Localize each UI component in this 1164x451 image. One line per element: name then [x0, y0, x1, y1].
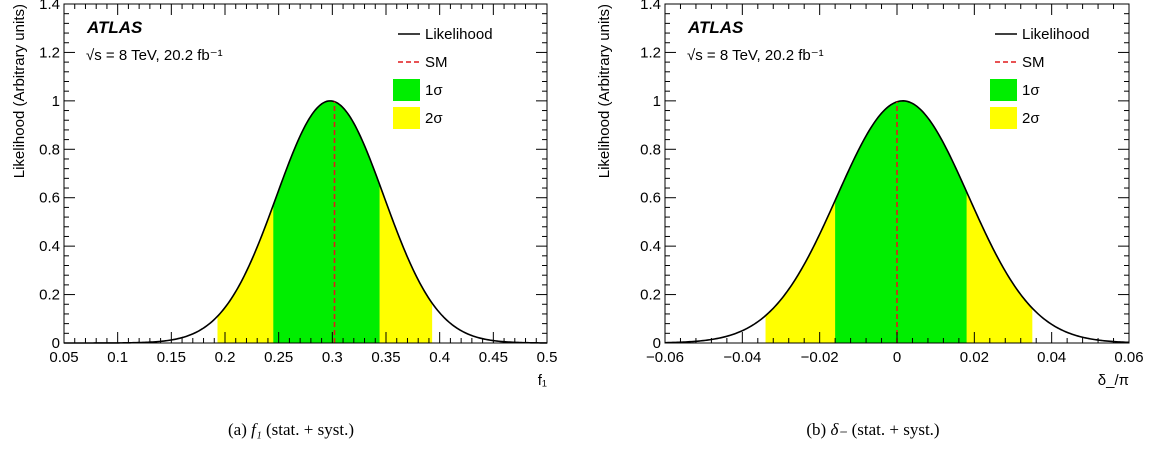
y-tick-label: 1.4: [640, 0, 661, 13]
caption-a-prefix: (a): [228, 420, 247, 439]
legend-label: 1σ: [1022, 82, 1040, 99]
y-tick-label: 1.2: [39, 44, 60, 61]
legend-label: 2σ: [425, 110, 443, 127]
legend-label: 2σ: [1022, 110, 1040, 127]
plot-frame: [63, 3, 548, 344]
y-tick-label: 0.2: [640, 287, 661, 304]
x-tick-label: 0.4: [429, 349, 450, 366]
x-tick-label: 0.3: [322, 349, 343, 366]
atlas-label: ATLAS: [687, 18, 744, 37]
x-axis-label: δ_/π: [1098, 372, 1129, 389]
y-tick-label: 0.2: [39, 287, 60, 304]
x-tick-label: 0.1: [107, 349, 128, 366]
x-tick-label: 0: [893, 349, 901, 366]
likelihood-curve: [64, 100, 548, 344]
energy-lumi-label: √s = 8 TeV, 20.2 fb⁻¹: [687, 47, 824, 64]
x-tick-label: 0.04: [1037, 349, 1066, 366]
legend-box-swatch: [393, 79, 420, 101]
y-tick-label: 0.6: [39, 190, 60, 207]
x-tick-label: −0.04: [723, 349, 761, 366]
likelihood-chart-delta: −0.06 −0.04 −0.02 0 0.02 0.04 0.06 0 0.2 0.4 0.6 0.…: [596, 0, 1144, 389]
y-tick-label: 0.6: [640, 190, 661, 207]
y-tick-label: 1: [52, 93, 60, 110]
y-axis-label: Likelihood (Arbitrary units): [11, 4, 28, 178]
caption-a-suffix: (stat. + syst.): [266, 420, 354, 439]
band-1sigma: [835, 100, 967, 343]
x-tick-label: −0.06: [646, 349, 684, 366]
chart-panel-a: 0.05 0.1 0.15 0.2 0.25 0.3 0.35 0.4 0.45 0.5 0 0.2 0…: [0, 0, 582, 440]
legend-box-swatch: [990, 107, 1017, 129]
y-tick-label: 0: [52, 335, 60, 352]
y-tick-label: 0.4: [640, 238, 661, 255]
y-tick-label: 1.4: [39, 0, 60, 13]
chart-panel-b: −0.06 −0.04 −0.02 0 0.02 0.04 0.06 0 0.2 0.4 0.6 0.…: [582, 0, 1164, 451]
legend-label: SM: [425, 54, 448, 71]
caption-b-prefix: (b): [806, 420, 827, 439]
x-tick-label: −0.02: [801, 349, 839, 366]
x-tick-label: 0.5: [537, 349, 558, 366]
likelihood-chart-f1: 0.05 0.1 0.15 0.2 0.25 0.3 0.35 0.4 0.45 0.5 0 0.2 0…: [11, 0, 558, 389]
energy-lumi-label: √s = 8 TeV, 20.2 fb⁻¹: [86, 47, 223, 64]
y-axis-label: Likelihood (Arbitrary units): [596, 4, 613, 178]
y-tick-label: 0.8: [640, 141, 661, 158]
caption-a: (a) f₁ (stat. + syst.): [0, 420, 582, 440]
y-tick-label: 0.4: [39, 238, 60, 255]
band-1sigma: [273, 100, 380, 343]
x-tick-label: 0.15: [157, 349, 186, 366]
x-axis-label: f₁: [538, 372, 547, 389]
legend-box-swatch: [990, 79, 1017, 101]
x-tick-label: 0.45: [479, 349, 508, 366]
legend-label: Likelihood: [425, 26, 493, 43]
x-tick-label: 0.2: [215, 349, 236, 366]
caption-b: (b) δ₋ (stat. + syst.): [582, 420, 1164, 440]
atlas-label: ATLAS: [86, 18, 143, 37]
caption-a-symbol: f₁: [251, 420, 262, 439]
legend-label: SM: [1022, 54, 1045, 71]
x-tick-label: 0.02: [960, 349, 989, 366]
y-tick-label: 1.2: [640, 44, 661, 61]
y-tick-label: 0.8: [39, 141, 60, 158]
x-tick-label: 0.06: [1114, 349, 1143, 366]
y-tick-label: 0: [653, 335, 661, 352]
legend-box-swatch: [393, 107, 420, 129]
legend-label: Likelihood: [1022, 26, 1090, 43]
caption-b-symbol: δ₋: [830, 420, 848, 439]
y-tick-label: 1: [653, 93, 661, 110]
x-tick-label: 0.25: [264, 349, 293, 366]
legend-label: 1σ: [425, 82, 443, 99]
x-tick-label: 0.35: [371, 349, 400, 366]
x-tick-label: 0.05: [49, 349, 78, 366]
caption-b-suffix: (stat. + syst.): [851, 420, 940, 439]
